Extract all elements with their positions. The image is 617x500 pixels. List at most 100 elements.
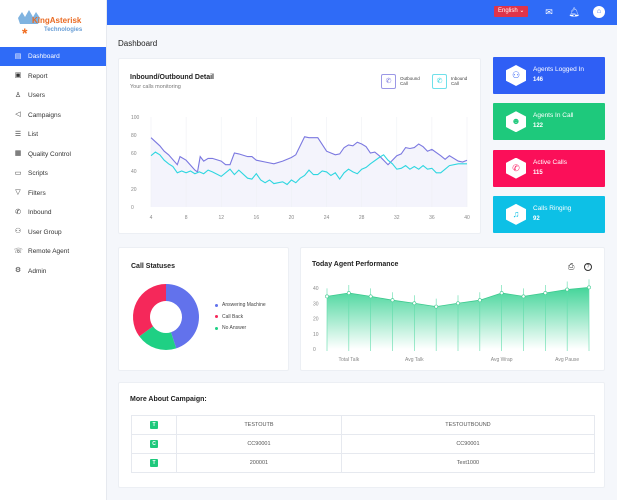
help-icon[interactable]: ? [584, 263, 592, 271]
inbound-outbound-card: Inbound/Outbound Detail Your calls monit… [118, 58, 481, 234]
table-row: T 200001 Text1000 [131, 453, 596, 473]
sidebar-item-remote-agent[interactable]: ☏ Remote Agent [0, 242, 106, 261]
sidebar-item-quality-control[interactable]: ▦ Quality Control [0, 145, 106, 164]
y-tick-label: 80 [131, 133, 137, 139]
user-group-icon: ⚇ [14, 228, 22, 235]
stat-value: 146 [533, 77, 544, 83]
sidebar-item-filters[interactable]: ▽ Filters [0, 184, 106, 203]
bell-icon[interactable]: 🔔︎ [568, 7, 580, 17]
y-tick-label: 60 [131, 151, 137, 157]
sidebar-item-label: Campaigns [28, 111, 61, 119]
x-tick-label: 28 [359, 215, 365, 221]
x-category-label: Avg Wrap [491, 357, 513, 363]
legend-outbound: Outbound Call [400, 76, 420, 86]
y-tick-label: 0 [131, 205, 134, 211]
data-point [587, 285, 591, 290]
agent-performance-card: Today Agent Performance ⎙ ? 0 10 20 30 40 Tot… [300, 247, 605, 371]
stat-card-agents-logged-in[interactable]: ⚇ Agents Logged In 146 [493, 57, 605, 94]
gear-icon: ⚙ [14, 267, 22, 274]
sidebar-item-label: Scripts [28, 170, 48, 177]
sidebar-item-user-group[interactable]: ⚇ User Group [0, 223, 106, 242]
data-point [346, 291, 351, 295]
x-tick-label: 36 [429, 215, 435, 221]
megaphone-icon: ◁ [15, 111, 21, 118]
sidebar-item-report[interactable]: ▣ Report [0, 67, 106, 86]
script-icon: ▭ [14, 169, 22, 177]
sidebar-item-label: Quality Control [28, 150, 71, 158]
data-point [325, 294, 329, 299]
sidebar-item-label: Report [28, 72, 48, 80]
data-point [477, 298, 482, 303]
phone-icon: ✆ [506, 157, 526, 179]
data-point [412, 301, 417, 306]
x-category-label: Avg Talk [405, 357, 424, 363]
sidebar-item-label: List [28, 131, 39, 138]
series-line-inbound [150, 151, 467, 186]
y-tick-label: 100 [131, 115, 140, 121]
pie-slice-no-answer [139, 326, 177, 350]
campaign-badge: T [150, 459, 158, 467]
data-point [499, 291, 504, 295]
x-tick-label: 40 [464, 215, 470, 221]
y-tick-label: 10 [313, 332, 319, 338]
stat-card-agents-in-call[interactable]: ☻ Agents In Call 122 [493, 103, 605, 141]
language-select[interactable]: English ⌄ [494, 6, 529, 17]
data-point [368, 294, 373, 299]
stat-label: Agents In Call [533, 112, 574, 120]
campaign-card: More About Campaign: T TESTOUTB TESTOUTBOU… [118, 382, 605, 488]
campaign-table: T TESTOUTB TESTOUTBOUND C CC90001 CC90001 T 200… [131, 415, 596, 473]
stat-card-active-calls[interactable]: ✆ Active Calls 115 [493, 149, 605, 187]
home-icon[interactable]: ⌂ [593, 6, 605, 18]
sidebar-item-label: Users [28, 92, 45, 99]
sidebar-item-label: Filters [28, 189, 46, 197]
data-point [521, 294, 526, 299]
table-row: T TESTOUTB TESTOUTBOUND [131, 415, 596, 435]
card-title: Inbound/Outbound Detail [130, 74, 214, 81]
stat-label: Active Calls [533, 158, 567, 166]
sidebar-item-label: User Group [28, 228, 62, 236]
sidebar-item-admin[interactable]: ⚙ Admin [0, 262, 106, 281]
x-tick-label: 4 [150, 215, 153, 221]
report-icon: ▣ [14, 72, 22, 79]
page-title: Dashboard [118, 39, 158, 48]
x-tick-label: 20 [289, 215, 295, 221]
campaign-cell: TESTOUTB [176, 415, 342, 435]
sidebar-item-label: Inbound [28, 209, 52, 216]
sidebar-item-campaigns[interactable]: ◁ Campaigns [0, 106, 106, 125]
outbound-area [151, 136, 467, 207]
stat-label: Calls Ringing [533, 204, 572, 212]
mail-icon[interactable]: ✉ [545, 7, 553, 17]
remote-agent-icon: ☏ [14, 247, 23, 255]
list-icon: ☰ [14, 130, 22, 138]
y-tick-label: 30 [313, 301, 319, 307]
stat-value: 115 [533, 169, 543, 176]
sidebar-item-inbound[interactable]: ✆ Inbound [0, 203, 106, 222]
ringing-bell-icon: ♫ [506, 203, 526, 225]
sidebar-item-users[interactable]: ♙ Users [0, 86, 106, 105]
stat-value: 92 [533, 215, 540, 222]
stat-value: 122 [533, 123, 544, 130]
campaign-cell: TESTOUTBOUND [340, 415, 596, 435]
phone-icon: ✆ [15, 208, 21, 216]
sidebar-item-label: Dashboard [28, 53, 60, 60]
x-tick-label: 8 [185, 215, 188, 221]
sidebar-item-scripts[interactable]: ▭ Scripts [0, 164, 106, 183]
campaign-badge: C [150, 440, 158, 448]
data-point [565, 287, 570, 292]
stat-card-calls-ringing[interactable]: ♫ Calls Ringing 92 [493, 195, 605, 233]
card-title: More About Campaign: [130, 396, 207, 403]
clipboard-icon: ▦ [14, 150, 22, 157]
kingasterisk-logo[interactable]: KingAsterisk Technologies * [14, 10, 94, 41]
x-category-label: Total Talk [338, 357, 359, 363]
y-tick-label: 40 [313, 286, 319, 292]
card-subtitle: Your calls monitoring [130, 84, 181, 90]
sidebar-item-dashboard[interactable]: ▤ Dashboard [0, 47, 106, 66]
card-title: Call Statuses [131, 263, 175, 270]
print-icon[interactable]: ⎙ [568, 262, 575, 271]
data-point [543, 291, 548, 295]
x-tick-label: 16 [254, 215, 260, 221]
user-icon: ♙ [14, 91, 22, 99]
legend-item: Answering Machine [215, 302, 266, 308]
data-point [390, 298, 395, 303]
sidebar-item-list[interactable]: ☰ List [0, 125, 106, 144]
